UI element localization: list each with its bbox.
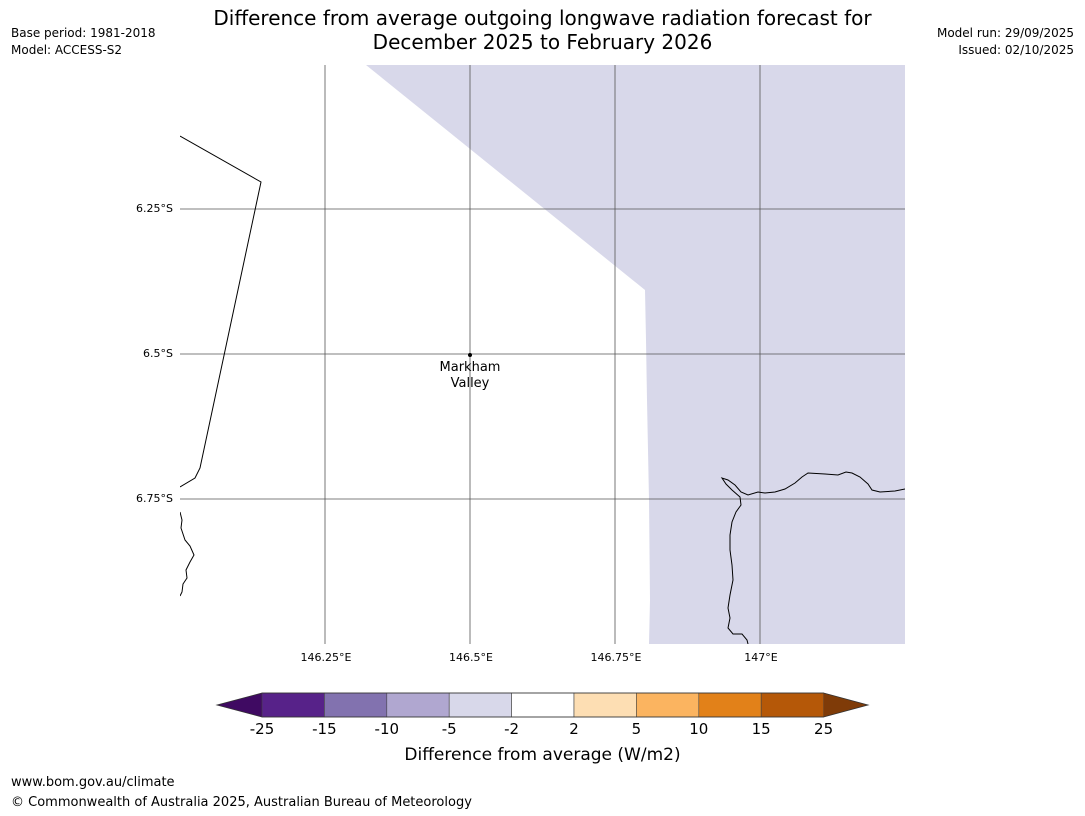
- coastline-southwest: [180, 511, 195, 597]
- lon-label: 146.75°E: [590, 651, 642, 664]
- colorbar-tick: -15: [312, 720, 337, 738]
- colorbar-segment: [386, 692, 450, 718]
- colorbar-segment: [760, 692, 824, 718]
- lat-label: 6.25°S: [136, 202, 173, 215]
- colorbar-tick: 25: [814, 720, 834, 738]
- footer-url[interactable]: www.bom.gov.au/climate: [11, 775, 175, 790]
- colorbar-segment: [636, 692, 700, 718]
- graticule: [180, 65, 905, 644]
- model-name: Model: ACCESS-S2: [11, 43, 123, 57]
- colorbar-tick: 15: [751, 720, 771, 738]
- lon-label: 147°E: [744, 651, 778, 664]
- colorbar-segment: [573, 692, 637, 718]
- colorbar-label: Difference from average (W/m2): [404, 745, 681, 765]
- colorbar-arrow-high: [823, 693, 868, 717]
- lon-label: 146.25°E: [300, 651, 352, 664]
- colorbar-segment: [698, 692, 762, 718]
- colorbar-segment: [324, 692, 388, 718]
- place-label: Markham Valley: [420, 360, 520, 392]
- footer-copyright: © Commonwealth of Australia 2025, Austra…: [11, 795, 472, 810]
- colorbar-tick: -5: [441, 720, 457, 738]
- colorbar-tick: -10: [374, 720, 400, 738]
- base-period: Base period: 1981-2018: [11, 26, 156, 40]
- colorbar-tick: 5: [631, 720, 642, 738]
- meta-right: Model run: 29/09/2025 Issued: 02/10/2025: [937, 25, 1074, 59]
- issued-date: Issued: 02/10/2025: [958, 43, 1074, 57]
- colorbar-arrow-low: [217, 693, 262, 717]
- colorbar-segment: [261, 692, 325, 718]
- colorbar-tick: 2: [569, 720, 579, 738]
- place-marker: [468, 353, 472, 357]
- colorbar-outline: [215, 692, 870, 718]
- place-label-line1: Markham: [439, 360, 501, 375]
- lat-label: 6.5°S: [143, 347, 173, 360]
- place-label-line2: Valley: [450, 376, 490, 391]
- colorbar-segment: [448, 692, 512, 718]
- colorbar-segment: [511, 692, 575, 718]
- colorbar-tick: -25: [249, 720, 275, 738]
- lat-label: 6.75°S: [136, 492, 173, 505]
- map-title: Difference from average outgoing longwav…: [0, 6, 1085, 54]
- coastline-southeast: [720, 471, 905, 644]
- title-line2: December 2025 to February 2026: [372, 30, 713, 54]
- title-line1: Difference from average outgoing longwav…: [213, 6, 872, 30]
- meta-left: Base period: 1981-2018 Model: ACCESS-S2: [11, 25, 156, 59]
- colorbar-tick: 10: [689, 720, 709, 738]
- lon-label: 146.5°E: [449, 651, 493, 664]
- model-run: Model run: 29/09/2025: [936, 26, 1074, 40]
- coastlines: [180, 135, 905, 644]
- boundary-line-west: [180, 135, 262, 488]
- colorbar-tick: -2: [504, 720, 520, 738]
